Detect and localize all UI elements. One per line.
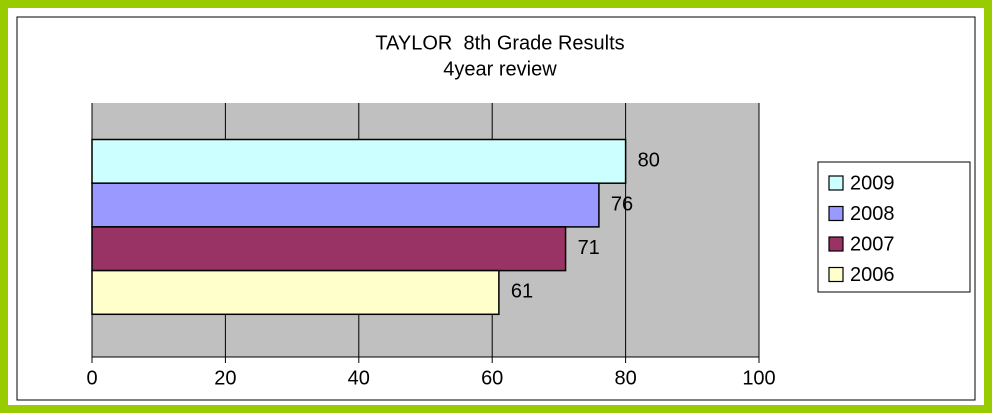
x-tick-label: 80 — [614, 367, 636, 389]
x-tick-label: 100 — [742, 367, 775, 389]
bar — [91, 269, 500, 316]
data-label: 61 — [511, 281, 533, 303]
legend-label: 2006 — [850, 264, 895, 286]
legend-label: 2007 — [850, 233, 895, 255]
legend-label: 2009 — [850, 172, 895, 194]
chart-subtitle: 4year review — [443, 58, 557, 80]
bar — [91, 138, 627, 184]
legend-swatch — [828, 266, 844, 283]
data-label: 71 — [578, 237, 600, 259]
legend-swatch — [828, 175, 844, 191]
legend-swatch — [828, 205, 844, 222]
data-label: 80 — [638, 150, 660, 172]
x-tick-label: 0 — [86, 367, 97, 389]
legend-label: 2008 — [850, 203, 895, 225]
data-label: 76 — [611, 193, 633, 215]
x-tick-label: 60 — [481, 367, 503, 389]
chart-title: TAYLOR 8th Grade Results — [375, 32, 624, 54]
bar — [91, 182, 600, 228]
legend-swatch — [828, 236, 844, 252]
x-tick-label: 20 — [214, 367, 236, 389]
x-tick-label: 40 — [348, 367, 370, 389]
bar — [91, 226, 567, 272]
